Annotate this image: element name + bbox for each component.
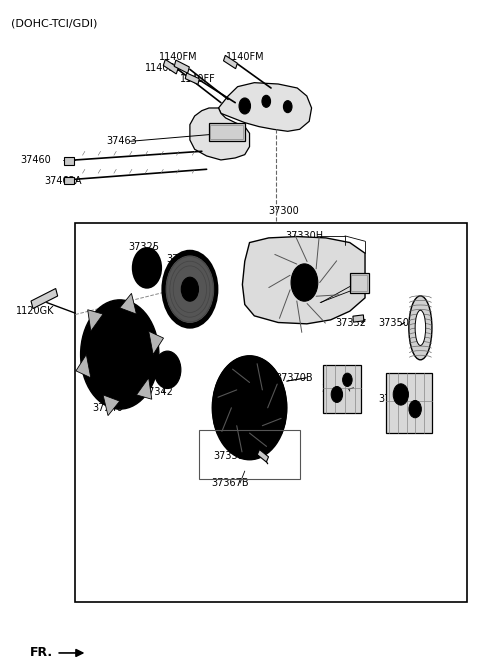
Circle shape [291,264,318,301]
Circle shape [81,300,159,409]
Bar [350,273,369,293]
Circle shape [186,283,194,295]
Bar [351,275,367,291]
Circle shape [101,328,139,381]
Text: 37460: 37460 [21,155,51,165]
Text: 37367B: 37367B [211,478,249,488]
Text: 1120GK: 1120GK [16,306,54,316]
Polygon shape [76,355,91,378]
Polygon shape [103,395,120,415]
Circle shape [343,373,352,387]
Circle shape [239,98,251,114]
Circle shape [181,277,199,301]
Circle shape [139,257,155,278]
Circle shape [262,95,271,107]
Polygon shape [257,450,268,462]
Bar [385,373,432,433]
Text: 1140FM: 1140FM [226,52,264,62]
Circle shape [162,251,217,328]
Polygon shape [120,293,136,314]
Bar [210,124,243,139]
Text: 37321A: 37321A [166,254,204,264]
Circle shape [175,268,205,310]
Polygon shape [242,237,365,324]
Text: 37332: 37332 [336,318,366,328]
Text: 37338C: 37338C [214,452,251,462]
Circle shape [172,264,208,314]
Text: 37330H: 37330H [285,231,324,241]
Circle shape [161,361,174,379]
Text: 11405B: 11405B [144,63,182,73]
Text: 37342: 37342 [142,387,173,397]
Polygon shape [353,315,364,322]
Circle shape [154,351,181,389]
Circle shape [168,259,211,319]
Circle shape [331,387,343,403]
Circle shape [109,340,130,369]
Polygon shape [185,73,199,84]
Circle shape [166,256,214,322]
Polygon shape [218,83,312,131]
Bar [75,223,467,602]
Text: 37350B: 37350B [378,318,416,328]
Polygon shape [163,60,178,74]
Text: 1140FF: 1140FF [180,74,216,84]
Polygon shape [31,288,58,308]
Text: 1140FM: 1140FM [159,52,197,62]
Text: 37325: 37325 [128,242,159,252]
Bar [209,122,245,141]
Text: (DOHC-TCI/GDI): (DOHC-TCI/GDI) [11,18,97,28]
Circle shape [283,100,292,112]
Circle shape [300,276,309,289]
Circle shape [212,356,287,460]
Ellipse shape [415,310,426,345]
Ellipse shape [409,296,432,360]
Polygon shape [64,157,74,165]
Circle shape [244,400,255,415]
Polygon shape [224,56,238,69]
Circle shape [393,384,408,405]
Text: FR.: FR. [30,646,53,660]
Circle shape [115,348,124,361]
Text: 37334: 37334 [295,298,325,308]
Polygon shape [149,331,164,355]
Polygon shape [64,177,74,184]
Circle shape [409,401,421,417]
Text: 37370B: 37370B [276,373,313,383]
Text: 37300: 37300 [269,206,300,216]
Polygon shape [174,60,189,73]
Bar [323,365,361,413]
Polygon shape [190,108,250,160]
Circle shape [132,248,161,288]
Text: 37463: 37463 [107,136,137,147]
Polygon shape [88,310,103,331]
Bar [199,430,300,479]
Text: 37340: 37340 [92,403,123,413]
Text: 37367B: 37367B [321,384,359,394]
Text: 37462A: 37462A [44,176,82,186]
Text: 37390B: 37390B [378,394,416,404]
Polygon shape [136,378,152,399]
Circle shape [238,391,262,424]
